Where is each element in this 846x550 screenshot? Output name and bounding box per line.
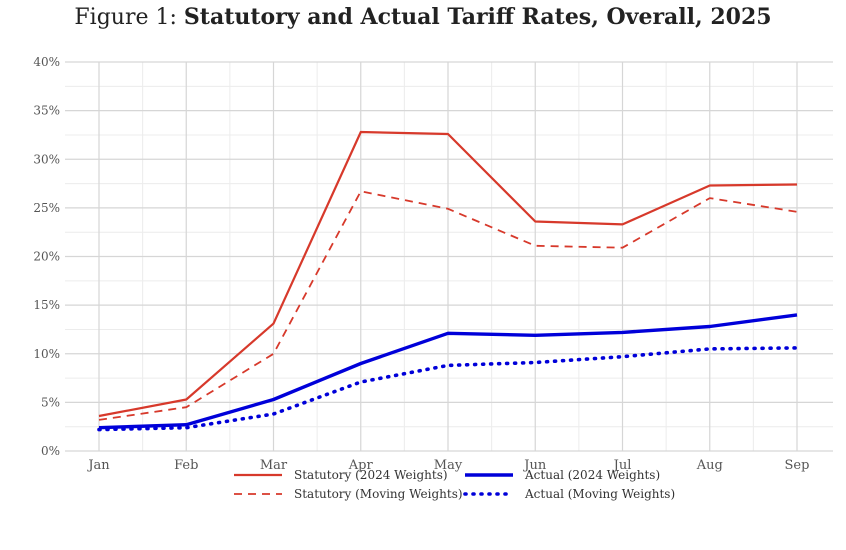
y-axis-ticks: 0% 5% 10% 15% 20% 25% 30% 35% 40% [33, 55, 60, 458]
y-tick-label: 20% [33, 250, 60, 264]
legend-label: Actual (Moving Weights) [524, 487, 675, 501]
x-tick-label: Jul [612, 458, 632, 473]
y-tick-label: 40% [33, 55, 60, 69]
x-tick-label: Jun [522, 458, 547, 473]
x-tick-label: Aug [696, 458, 723, 473]
x-tick-label: Apr [348, 458, 374, 473]
y-tick-label: 30% [33, 152, 60, 166]
x-tick-label: Feb [174, 458, 198, 473]
y-tick-label: 35% [33, 104, 60, 118]
title-prefix: Figure 1: [74, 5, 177, 30]
y-tick-label: 10% [33, 347, 60, 361]
series-line-actual-2024-weights [98, 313, 798, 430]
legend-label: Statutory (Moving Weights) [294, 487, 463, 501]
title-text: Statutory and Actual Tariff Rates, Overa… [183, 4, 772, 30]
series-line-statutory-moving-weights [98, 190, 798, 421]
x-tick-label: May [434, 458, 463, 473]
x-tick-label: Sep [785, 458, 810, 473]
y-tick-label: 0% [41, 444, 60, 458]
series-line-actual-moving-weights [97, 346, 799, 432]
grid [65, 61, 833, 452]
series-line-statutory-2024-weights [98, 130, 798, 418]
chart-title: Figure 1: Statutory and Actual Tariff Ra… [0, 4, 846, 30]
series-lines [97, 130, 799, 432]
legend: Statutory (2024 Weights) Actual (2024 Wei… [234, 468, 675, 501]
x-tick-label: Mar [260, 458, 288, 473]
y-tick-label: 15% [33, 298, 60, 312]
y-tick-label: 5% [41, 395, 60, 409]
legend-label: Statutory (2024 Weights) [294, 468, 448, 482]
legend-label: Actual (2024 Weights) [524, 468, 660, 482]
x-axis-ticks: Jan Feb Mar Apr May Jun Jul Aug Sep [86, 458, 809, 473]
x-tick-label: Jan [86, 458, 110, 473]
y-tick-label: 25% [33, 201, 60, 215]
